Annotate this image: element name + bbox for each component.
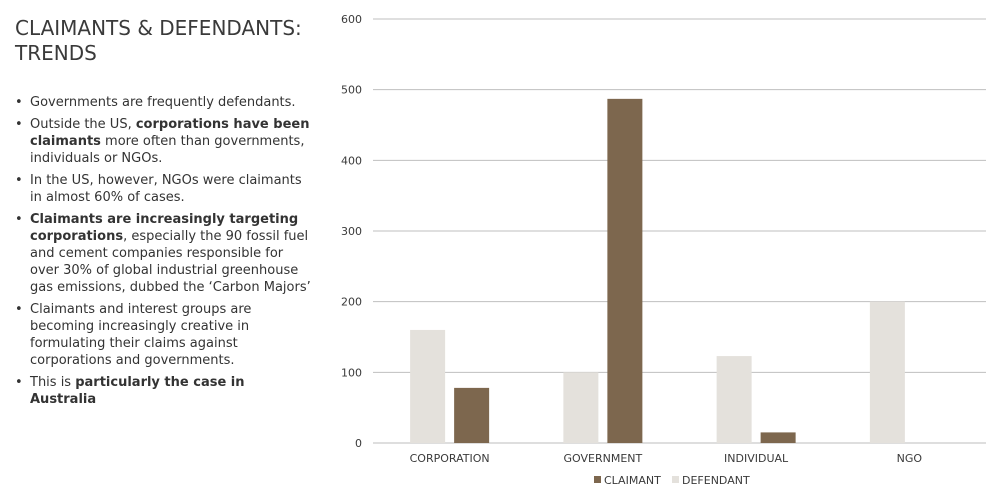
bar-chart: 0 100 200 300 400 500 600 CORPORATION GOVERNMENT… [341,13,986,487]
y-tick-label: 500 [341,84,362,97]
bullet-text: This is [30,375,76,390]
bar-defendant [869,301,905,443]
slide-title-line-1: CLAIMANTS & DEFENDANTS: [15,16,302,40]
bullet-item: Governments are frequently defendants. [15,94,315,111]
y-tick-label: 600 [341,13,362,26]
bullet-item: Claimants are increasingly targeting cor… [15,211,315,296]
x-tick-label: CORPORATION [410,452,490,465]
bullet-item: Claimants and interest groups are becomi… [15,301,315,369]
bullet-text: more often than governments, individuals… [30,134,305,166]
y-tick-label: 400 [341,154,362,167]
bullet-emphasis: corporations have been claimants [30,117,310,149]
legend-label: CLAIMANT [604,474,661,487]
bullet-item: In the US, however, NGOs were claimants … [15,172,315,206]
bullet-emphasis: Claimants are increasingly targeting cor… [30,212,299,244]
legend-swatch [672,476,679,483]
bullet-text: Outside the US, [30,117,136,132]
bullet-text: Claimants and interest groups are becomi… [30,302,252,368]
bar-defendant [716,356,752,443]
bar-claimant [607,98,643,443]
x-tick-label: INDIVIDUAL [724,452,789,465]
x-tick-label: GOVERNMENT [564,452,643,465]
bullet-item: This is particularly the case in Austral… [15,374,315,408]
slide-title-line-2: TRENDS [15,41,97,65]
y-tick-label: 300 [341,225,362,238]
bar-claimant [760,432,796,443]
y-tick-label: 0 [355,437,362,450]
legend-label: DEFENDANT [682,474,750,487]
bullet-text: , especially the 90 fossil fuel and ceme… [30,229,311,295]
slide-title: CLAIMANTS & DEFENDANTS: TRENDS [15,16,335,66]
bullet-list: Governments are frequently defendants. Ou… [15,94,315,413]
y-tick-label: 100 [341,366,362,379]
bullet-item: Outside the US, corporations have been c… [15,116,315,167]
bullet-text: Governments are frequently defendants. [30,95,296,110]
bar-defendant [410,329,446,443]
y-tick-label: 200 [341,296,362,309]
x-tick-label: NGO [897,452,923,465]
bullet-emphasis: particularly the case in Australia [30,375,245,407]
legend-swatch [594,476,601,483]
bar-defendant [563,372,599,443]
bar-claimant [454,387,490,443]
bullet-text: In the US, however, NGOs were claimants … [30,173,302,205]
